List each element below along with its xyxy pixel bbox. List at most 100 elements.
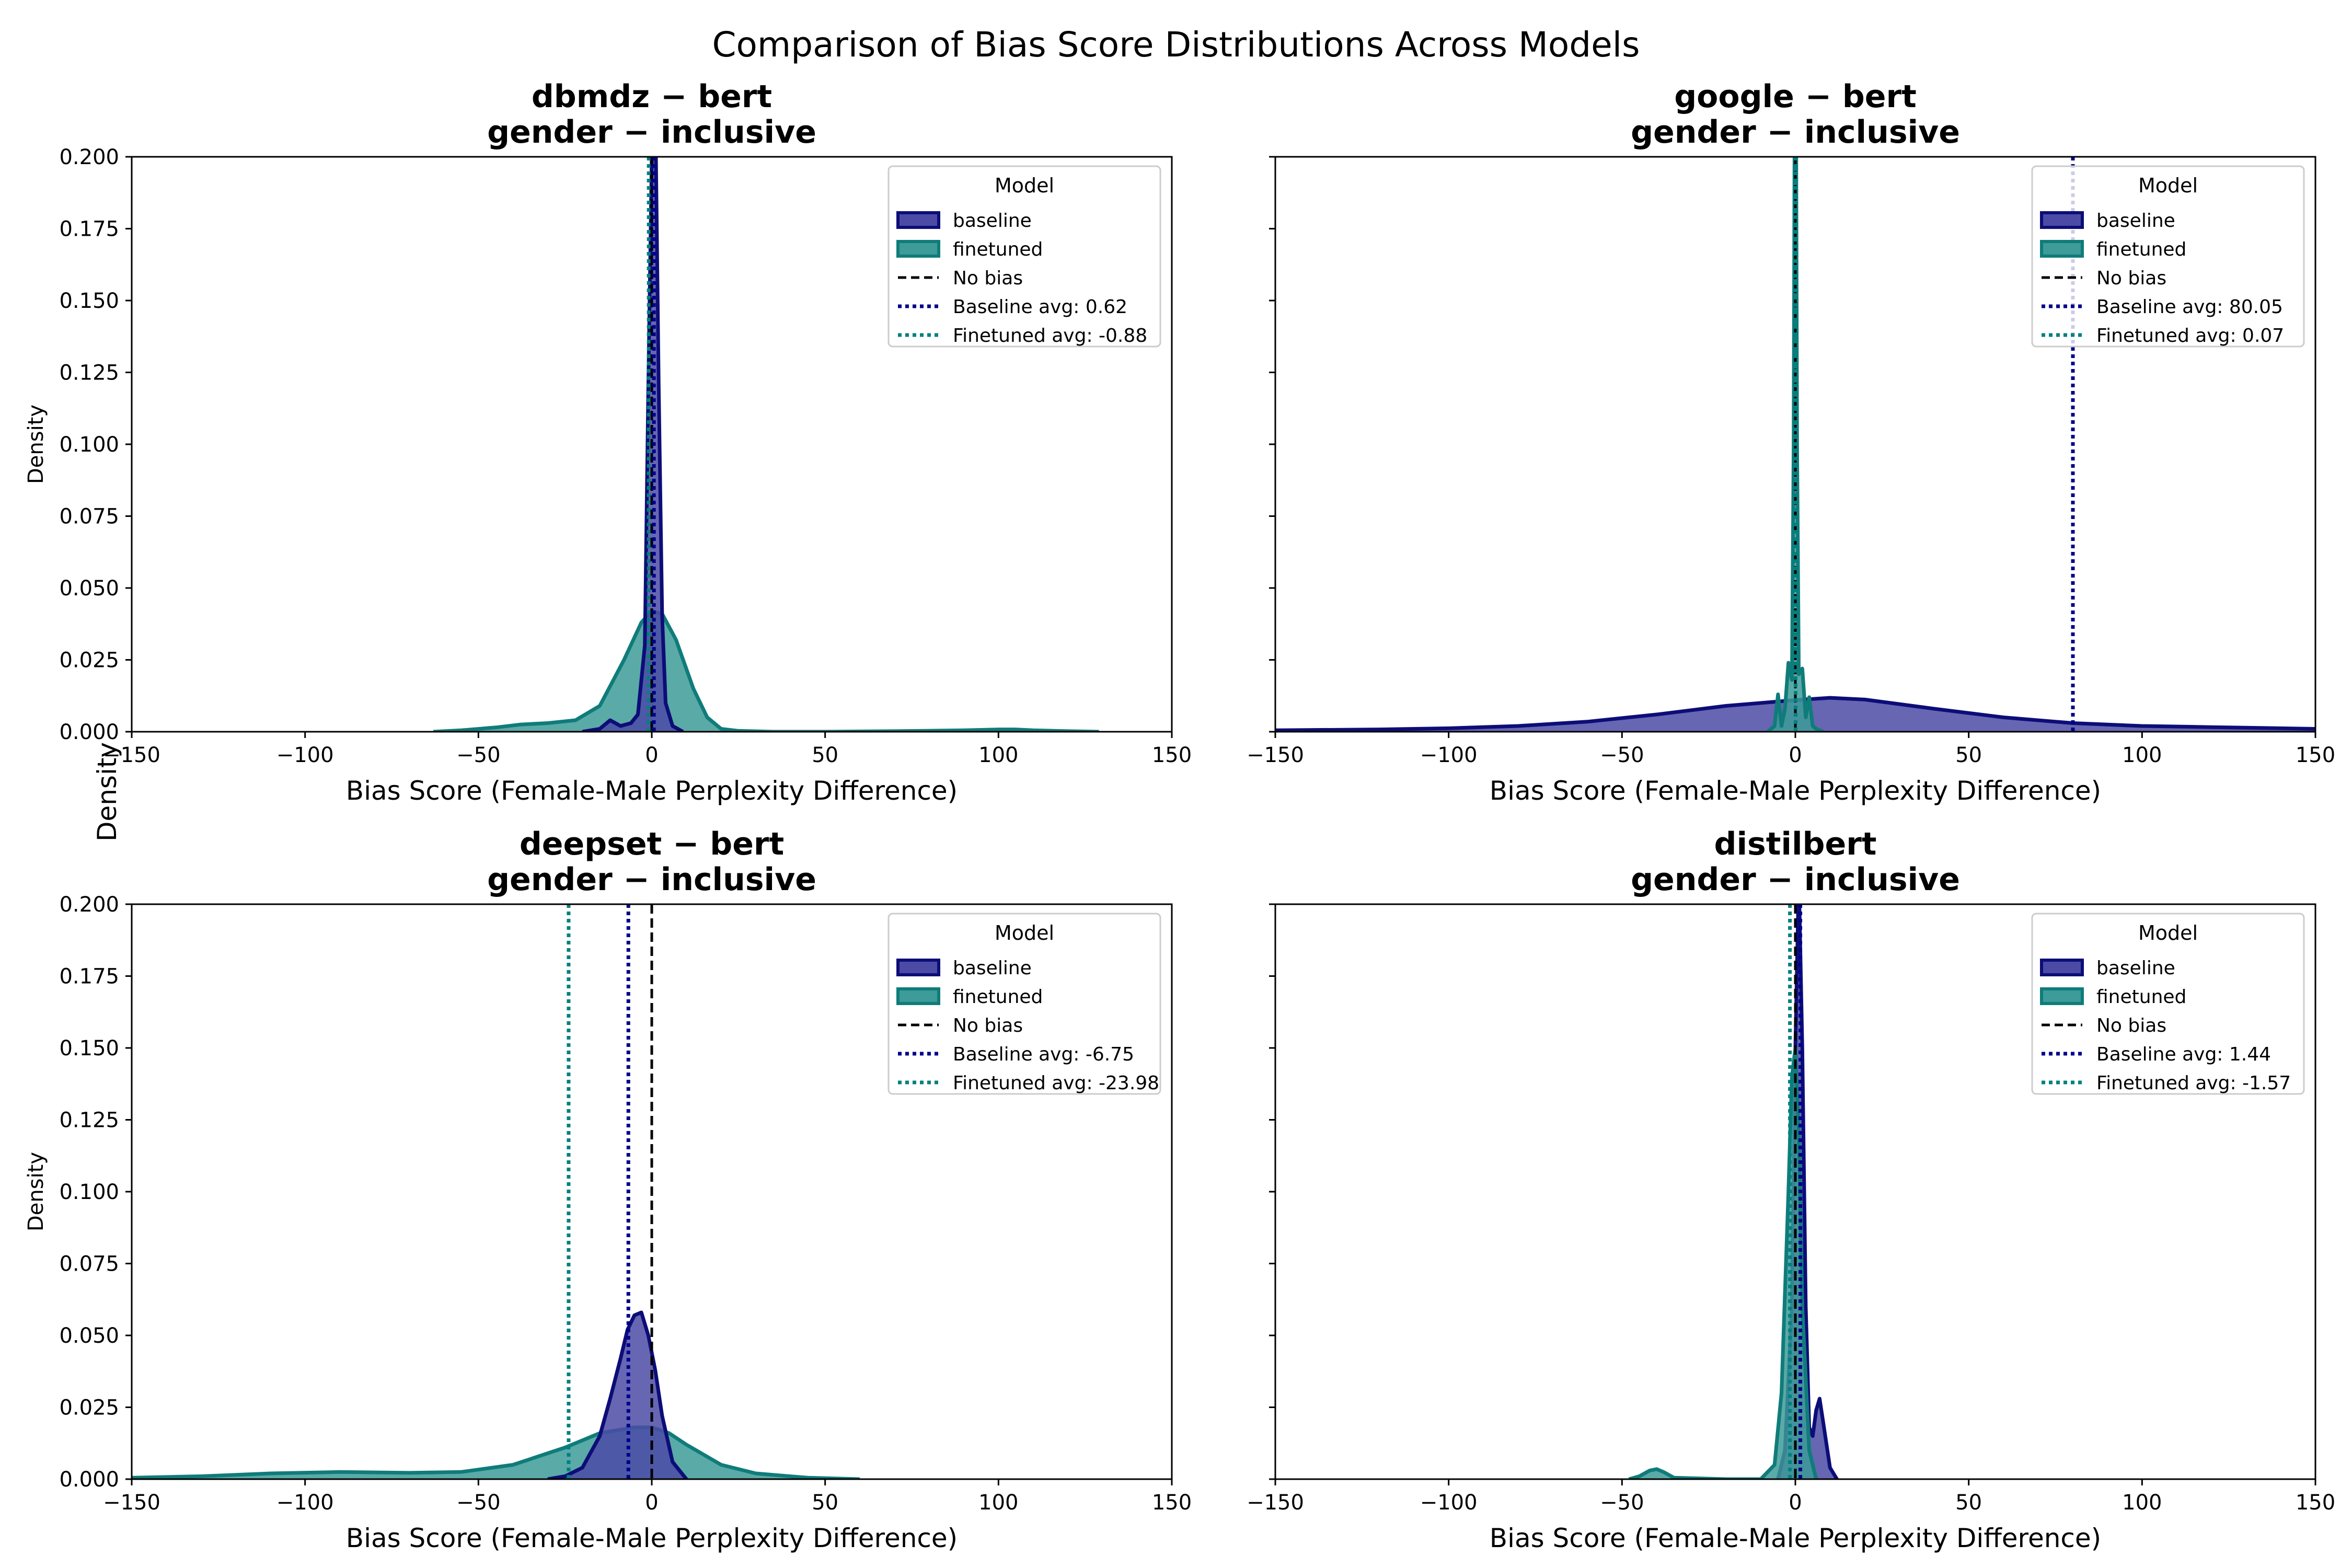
kde-line-baseline	[1275, 696, 2315, 732]
y-axis-label: Density	[24, 1152, 48, 1231]
x-tick-label: −100	[1420, 743, 1478, 767]
legend-baseline-label: baseline	[2096, 958, 2175, 979]
x-tick-label: −100	[1420, 1491, 1478, 1515]
kde-line-baseline	[582, 157, 684, 732]
y-tick-label: 0.000	[59, 1468, 119, 1492]
legend-finetuned-label: finetuned	[2096, 986, 2186, 1008]
x-tick-label: 50	[812, 743, 838, 767]
shared-ylabel: Density	[92, 742, 122, 841]
x-tick-label: 150	[1152, 743, 1192, 767]
legend-baseline-label: baseline	[2096, 210, 2175, 232]
legend: Model baseline finetuned No bias Baseline av…	[887, 165, 1161, 348]
y-tick-label: 0.200	[59, 893, 119, 917]
legend-finetuned-avg-label: Finetuned avg: -0.88	[953, 325, 1147, 347]
legend-finetuned-avg-label: Finetuned avg: -1.57	[2096, 1073, 2291, 1094]
y-tick-label: 0.175	[59, 965, 119, 989]
x-tick-label: 100	[2122, 1491, 2162, 1515]
x-tick-label: −150	[1247, 1491, 1304, 1515]
legend-baseline-avg-label: Baseline avg: 80.05	[2096, 296, 2283, 318]
x-tick-label: 150	[2296, 1491, 2335, 1515]
legend-baseline-avg-label: Baseline avg: 1.44	[2096, 1044, 2271, 1065]
y-tick-label: 0.025	[59, 649, 119, 673]
x-tick-label: −50	[456, 743, 500, 767]
x-tick-label: 0	[645, 1491, 658, 1515]
legend-title: Model	[995, 174, 1054, 197]
y-tick-label: 0.175	[59, 217, 119, 241]
subplot-title-line2: gender − inclusive	[1631, 861, 1960, 898]
legend: Model baseline finetuned No bias Baseline av…	[2031, 913, 2305, 1095]
legend-baseline-label: baseline	[953, 210, 1032, 232]
legend: Model baseline finetuned No bias Baseline av…	[887, 913, 1161, 1095]
y-tick-label: 0.075	[59, 505, 119, 529]
legend-no-bias-label: No bias	[2096, 268, 2166, 289]
subplot-title-line2: gender − inclusive	[1631, 114, 1960, 151]
legend-title: Model	[2138, 174, 2198, 197]
legend-no-bias-label: No bias	[2096, 1015, 2166, 1036]
legend-box	[887, 165, 1161, 348]
legend-title: Model	[2138, 921, 2198, 944]
x-tick-label: 100	[978, 743, 1018, 767]
x-tick-label: 150	[2296, 743, 2335, 767]
x-tick-label: 50	[1955, 1491, 1982, 1515]
plot-area	[132, 904, 860, 1479]
x-tick-label: 100	[2122, 743, 2162, 767]
legend-baseline-avg-label: Baseline avg: 0.62	[953, 296, 1127, 318]
legend-finetuned-swatch	[896, 240, 940, 258]
x-axis-label: Bias Score (Female-Male Perplexity Diffe…	[346, 776, 958, 806]
kde-area-baseline	[582, 157, 683, 732]
kde-area-finetuned	[433, 611, 1099, 732]
y-tick-label: 0.150	[59, 1036, 119, 1060]
subplot-title-line2: gender − inclusive	[487, 114, 816, 151]
x-tick-label: −50	[1600, 1491, 1644, 1515]
x-tick-label: 150	[1152, 1491, 1192, 1515]
legend-finetuned-label: finetuned	[953, 986, 1043, 1008]
legend-title: Model	[995, 921, 1054, 944]
figure-title: Comparison of Bias Score Distributions A…	[712, 25, 1640, 65]
legend-baseline-swatch	[2040, 959, 2084, 976]
subplot-title-line1: google − bert	[1674, 78, 1917, 115]
kde-line-finetuned	[433, 609, 1099, 732]
x-tick-label: −50	[1600, 743, 1644, 767]
kde-line-finetuned	[1766, 157, 1824, 732]
y-tick-label: 0.025	[59, 1396, 119, 1420]
y-tick-label: 0.100	[59, 1180, 119, 1204]
legend-finetuned-label: finetuned	[953, 239, 1043, 260]
subplot-title-line1: deepset − bert	[520, 826, 784, 862]
x-tick-label: 50	[812, 1491, 838, 1515]
x-tick-label: −100	[276, 743, 334, 767]
legend-finetuned-avg-label: Finetuned avg: 0.07	[2096, 325, 2284, 347]
plot-area	[1628, 904, 1839, 1479]
legend-finetuned-avg-label: Finetuned avg: -23.98	[953, 1073, 1159, 1094]
legend-box	[2031, 913, 2305, 1095]
y-tick-label: 0.050	[59, 1324, 119, 1348]
x-tick-label: −50	[456, 1491, 500, 1515]
legend-box	[887, 913, 1161, 1095]
subplot-title-line1: distilbert	[1714, 826, 1877, 862]
kde-line-baseline	[547, 1310, 688, 1479]
x-axis-label: Bias Score (Female-Male Perplexity Diffe…	[346, 1523, 958, 1553]
legend-finetuned-swatch	[896, 987, 940, 1005]
legend-finetuned-swatch	[2040, 987, 2084, 1005]
legend-baseline-swatch	[2040, 211, 2084, 229]
legend-no-bias-label: No bias	[953, 1015, 1023, 1036]
subplot-title-line2: gender − inclusive	[487, 861, 816, 898]
legend-box	[2031, 165, 2305, 348]
kde-area-finetuned	[1629, 1048, 1816, 1479]
x-tick-label: 0	[1789, 743, 1802, 767]
legend-baseline-avg-label: Baseline avg: -6.75	[953, 1044, 1134, 1065]
x-axis-label: Bias Score (Female-Male Perplexity Diffe…	[1490, 776, 2101, 806]
legend-finetuned-swatch	[2040, 240, 2084, 258]
x-tick-label: −100	[276, 1491, 334, 1515]
y-tick-label: 0.100	[59, 433, 119, 457]
legend-baseline-swatch	[896, 959, 940, 976]
x-tick-label: 0	[645, 743, 658, 767]
legend-finetuned-label: finetuned	[2096, 239, 2186, 260]
x-tick-label: −150	[103, 743, 160, 767]
legend-baseline-swatch	[896, 211, 940, 229]
y-tick-label: 0.125	[59, 361, 119, 385]
plot-area	[433, 157, 1099, 732]
